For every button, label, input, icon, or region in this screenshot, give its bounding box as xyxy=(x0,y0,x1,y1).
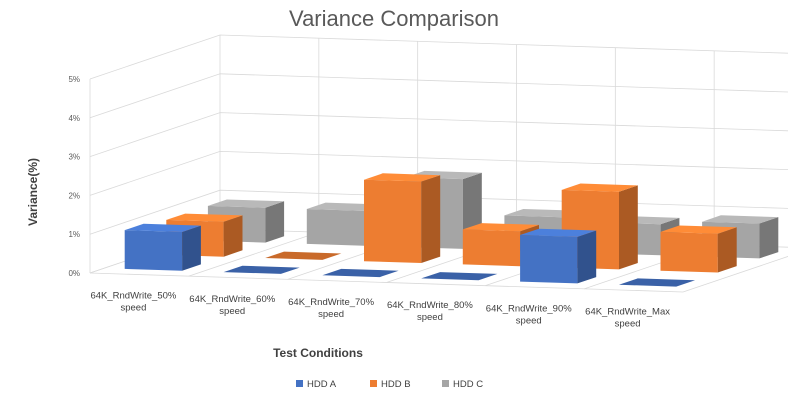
category-label: 64K_RndWrite_70% speed xyxy=(288,297,374,320)
bar-top xyxy=(618,278,696,287)
grid-lines xyxy=(89,34,788,293)
bar-top xyxy=(702,215,779,224)
category-label-line: 64K_RndWrite_70% xyxy=(288,297,374,308)
bar-top xyxy=(504,209,581,218)
bar-top xyxy=(265,251,342,260)
legend-item: HDD C xyxy=(442,379,483,390)
legend-item: HDD A xyxy=(296,379,337,390)
bar-side xyxy=(759,217,779,259)
bar-hdd-b xyxy=(364,173,441,263)
y-tick-label: 3% xyxy=(68,153,80,162)
category-label-line: 64K_RndWrite_Max xyxy=(585,306,670,317)
bar-top xyxy=(421,272,498,281)
legend-swatch xyxy=(296,380,303,387)
bar-front xyxy=(364,179,422,263)
gridline xyxy=(89,112,788,157)
y-axis-ticks: 0% 1% 2% 3% 4% 5% xyxy=(68,75,80,278)
bar-side xyxy=(182,225,201,271)
legend: HDD A HDD B HDD C xyxy=(296,379,483,390)
category-label-line: speed xyxy=(615,318,641,329)
bar-top xyxy=(322,268,399,278)
chart-title: Variance Comparison xyxy=(289,6,499,31)
bar-hdd-b xyxy=(265,251,342,260)
category-label: 64K_RndWrite_90% speed xyxy=(486,303,572,326)
category-label-line: speed xyxy=(318,309,344,320)
bar-hdd-a xyxy=(223,265,300,274)
legend-swatch xyxy=(442,380,449,387)
bars xyxy=(124,170,779,287)
bar-side xyxy=(265,201,285,243)
bar-hdd-a xyxy=(124,223,201,271)
bar-top xyxy=(561,183,638,192)
category-label-line: 64K_RndWrite_90% xyxy=(486,303,572,314)
bar-top xyxy=(520,228,597,237)
gridline xyxy=(89,73,788,119)
category-label-line: speed xyxy=(120,303,146,314)
gridline xyxy=(682,256,788,293)
y-axis-title: Variance(%) xyxy=(26,158,40,226)
category-label-line: speed xyxy=(417,312,443,323)
category-label: 64K_RndWrite_60% speed xyxy=(189,294,275,317)
category-label-line: speed xyxy=(516,315,542,326)
bar-hdd-a xyxy=(618,278,696,287)
category-label-line: speed xyxy=(219,306,245,317)
legend-label: HDD B xyxy=(381,379,411,390)
bar-side xyxy=(717,227,737,273)
bar-top xyxy=(166,213,243,222)
bar-top xyxy=(660,225,737,234)
gridline xyxy=(188,231,319,277)
bar-front xyxy=(660,231,718,273)
legend-item: HDD B xyxy=(370,379,411,390)
bar-top xyxy=(306,202,383,211)
bar-hdd-a xyxy=(421,272,498,281)
gridline xyxy=(89,34,788,80)
bar-top xyxy=(462,223,539,232)
bar-top xyxy=(223,265,300,274)
bar-hdd-b xyxy=(660,225,737,273)
bar-front xyxy=(520,235,578,284)
bar-top xyxy=(207,199,285,208)
y-tick-label: 0% xyxy=(68,269,80,278)
bar-side xyxy=(421,175,441,263)
bar-hdd-a xyxy=(520,228,597,284)
category-label: 64K_RndWrite_80% speed xyxy=(387,300,473,323)
bar-top xyxy=(124,223,201,232)
category-label-line: 64K_RndWrite_50% xyxy=(90,291,176,302)
y-tick-label: 1% xyxy=(68,230,80,239)
y-tick-label: 4% xyxy=(68,114,80,123)
bar-top xyxy=(364,173,441,182)
legend-label: HDD A xyxy=(307,379,337,390)
bar-side xyxy=(577,230,597,284)
x-axis-title: Test Conditions xyxy=(273,346,363,360)
bar-side xyxy=(223,215,243,257)
bar-front xyxy=(462,229,521,267)
category-label-line: 64K_RndWrite_60% xyxy=(189,294,275,305)
bar-front xyxy=(306,209,365,246)
y-tick-label: 5% xyxy=(68,75,80,84)
bar-side xyxy=(619,185,638,270)
y-tick-label: 2% xyxy=(68,191,80,200)
legend-label: HDD C xyxy=(453,379,483,390)
category-label-line: 64K_RndWrite_80% xyxy=(387,300,473,311)
category-label: 64K_RndWrite_Max speed xyxy=(585,306,670,329)
category-label: 64K_RndWrite_50% speed xyxy=(90,291,176,314)
legend-swatch xyxy=(370,380,377,387)
bar-hdd-a xyxy=(322,268,399,278)
bar-front xyxy=(124,230,183,271)
